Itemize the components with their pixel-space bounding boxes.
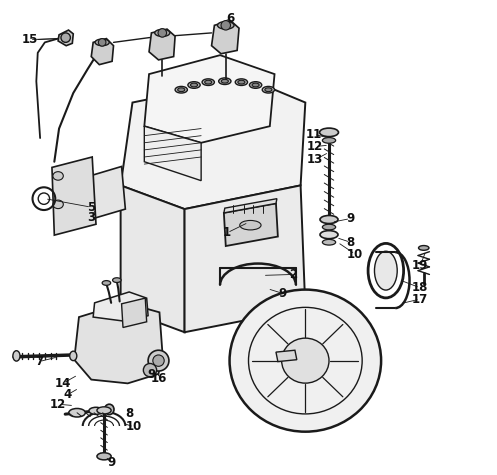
- Ellipse shape: [175, 86, 187, 93]
- Ellipse shape: [104, 404, 114, 415]
- Ellipse shape: [418, 246, 429, 250]
- Ellipse shape: [97, 453, 111, 460]
- Text: 9: 9: [107, 456, 115, 469]
- Text: 16: 16: [150, 372, 166, 385]
- Text: 7: 7: [35, 355, 43, 368]
- Circle shape: [153, 355, 164, 366]
- Ellipse shape: [230, 290, 381, 432]
- Polygon shape: [224, 199, 277, 213]
- Text: 4: 4: [64, 388, 72, 401]
- Ellipse shape: [238, 80, 245, 84]
- Polygon shape: [121, 185, 184, 332]
- Polygon shape: [149, 29, 175, 60]
- Ellipse shape: [221, 79, 229, 83]
- Ellipse shape: [235, 79, 248, 86]
- Ellipse shape: [282, 338, 329, 383]
- Text: 9: 9: [346, 212, 354, 225]
- Polygon shape: [93, 292, 148, 322]
- Ellipse shape: [89, 407, 103, 414]
- Ellipse shape: [320, 231, 338, 238]
- Ellipse shape: [323, 224, 335, 230]
- Text: 15: 15: [21, 33, 38, 46]
- Polygon shape: [74, 303, 163, 383]
- Text: 18: 18: [412, 281, 428, 294]
- Ellipse shape: [95, 39, 109, 46]
- Ellipse shape: [249, 82, 262, 88]
- Ellipse shape: [53, 200, 63, 209]
- Ellipse shape: [97, 407, 111, 414]
- Text: 13: 13: [307, 153, 323, 166]
- Text: 1: 1: [223, 226, 231, 239]
- Ellipse shape: [218, 21, 234, 29]
- Text: 2: 2: [289, 268, 298, 281]
- Polygon shape: [91, 38, 113, 65]
- Ellipse shape: [265, 88, 272, 92]
- Polygon shape: [121, 79, 305, 209]
- Polygon shape: [212, 20, 239, 54]
- Ellipse shape: [188, 82, 200, 88]
- Text: 19: 19: [412, 259, 428, 273]
- Ellipse shape: [323, 138, 335, 143]
- Text: 8: 8: [346, 236, 354, 249]
- Text: 17: 17: [412, 293, 428, 305]
- Text: 10: 10: [347, 247, 363, 261]
- Text: 9: 9: [147, 368, 156, 381]
- Text: 14: 14: [55, 377, 71, 390]
- Polygon shape: [276, 350, 297, 361]
- Ellipse shape: [178, 88, 185, 92]
- Ellipse shape: [240, 220, 261, 230]
- Circle shape: [158, 28, 166, 37]
- Polygon shape: [144, 55, 274, 143]
- Text: 12: 12: [307, 140, 323, 153]
- Ellipse shape: [202, 79, 214, 86]
- Polygon shape: [122, 298, 147, 327]
- Circle shape: [148, 350, 169, 371]
- Circle shape: [221, 20, 231, 30]
- Polygon shape: [52, 157, 96, 235]
- Ellipse shape: [190, 83, 198, 87]
- Text: 3: 3: [87, 211, 95, 224]
- Text: 11: 11: [306, 128, 322, 141]
- Ellipse shape: [252, 83, 259, 87]
- Ellipse shape: [262, 86, 274, 93]
- Ellipse shape: [219, 78, 231, 85]
- Ellipse shape: [320, 216, 338, 224]
- Ellipse shape: [70, 351, 77, 361]
- Text: 8: 8: [125, 407, 133, 420]
- Circle shape: [98, 38, 106, 46]
- Text: 9: 9: [278, 287, 287, 300]
- Text: 5: 5: [87, 201, 95, 214]
- Polygon shape: [184, 185, 305, 332]
- Polygon shape: [58, 30, 73, 46]
- Ellipse shape: [155, 29, 170, 37]
- Text: 6: 6: [226, 12, 235, 25]
- Text: 12: 12: [50, 398, 66, 411]
- Ellipse shape: [374, 251, 397, 290]
- Ellipse shape: [102, 281, 111, 285]
- Ellipse shape: [323, 239, 335, 245]
- Ellipse shape: [113, 278, 121, 283]
- Ellipse shape: [69, 408, 85, 417]
- Polygon shape: [90, 166, 125, 219]
- Ellipse shape: [13, 351, 20, 361]
- Polygon shape: [144, 126, 201, 180]
- Ellipse shape: [205, 80, 212, 84]
- Text: 10: 10: [126, 420, 142, 434]
- Circle shape: [143, 363, 157, 377]
- Ellipse shape: [53, 171, 63, 180]
- Circle shape: [61, 33, 71, 42]
- Ellipse shape: [320, 128, 338, 137]
- Polygon shape: [224, 203, 278, 246]
